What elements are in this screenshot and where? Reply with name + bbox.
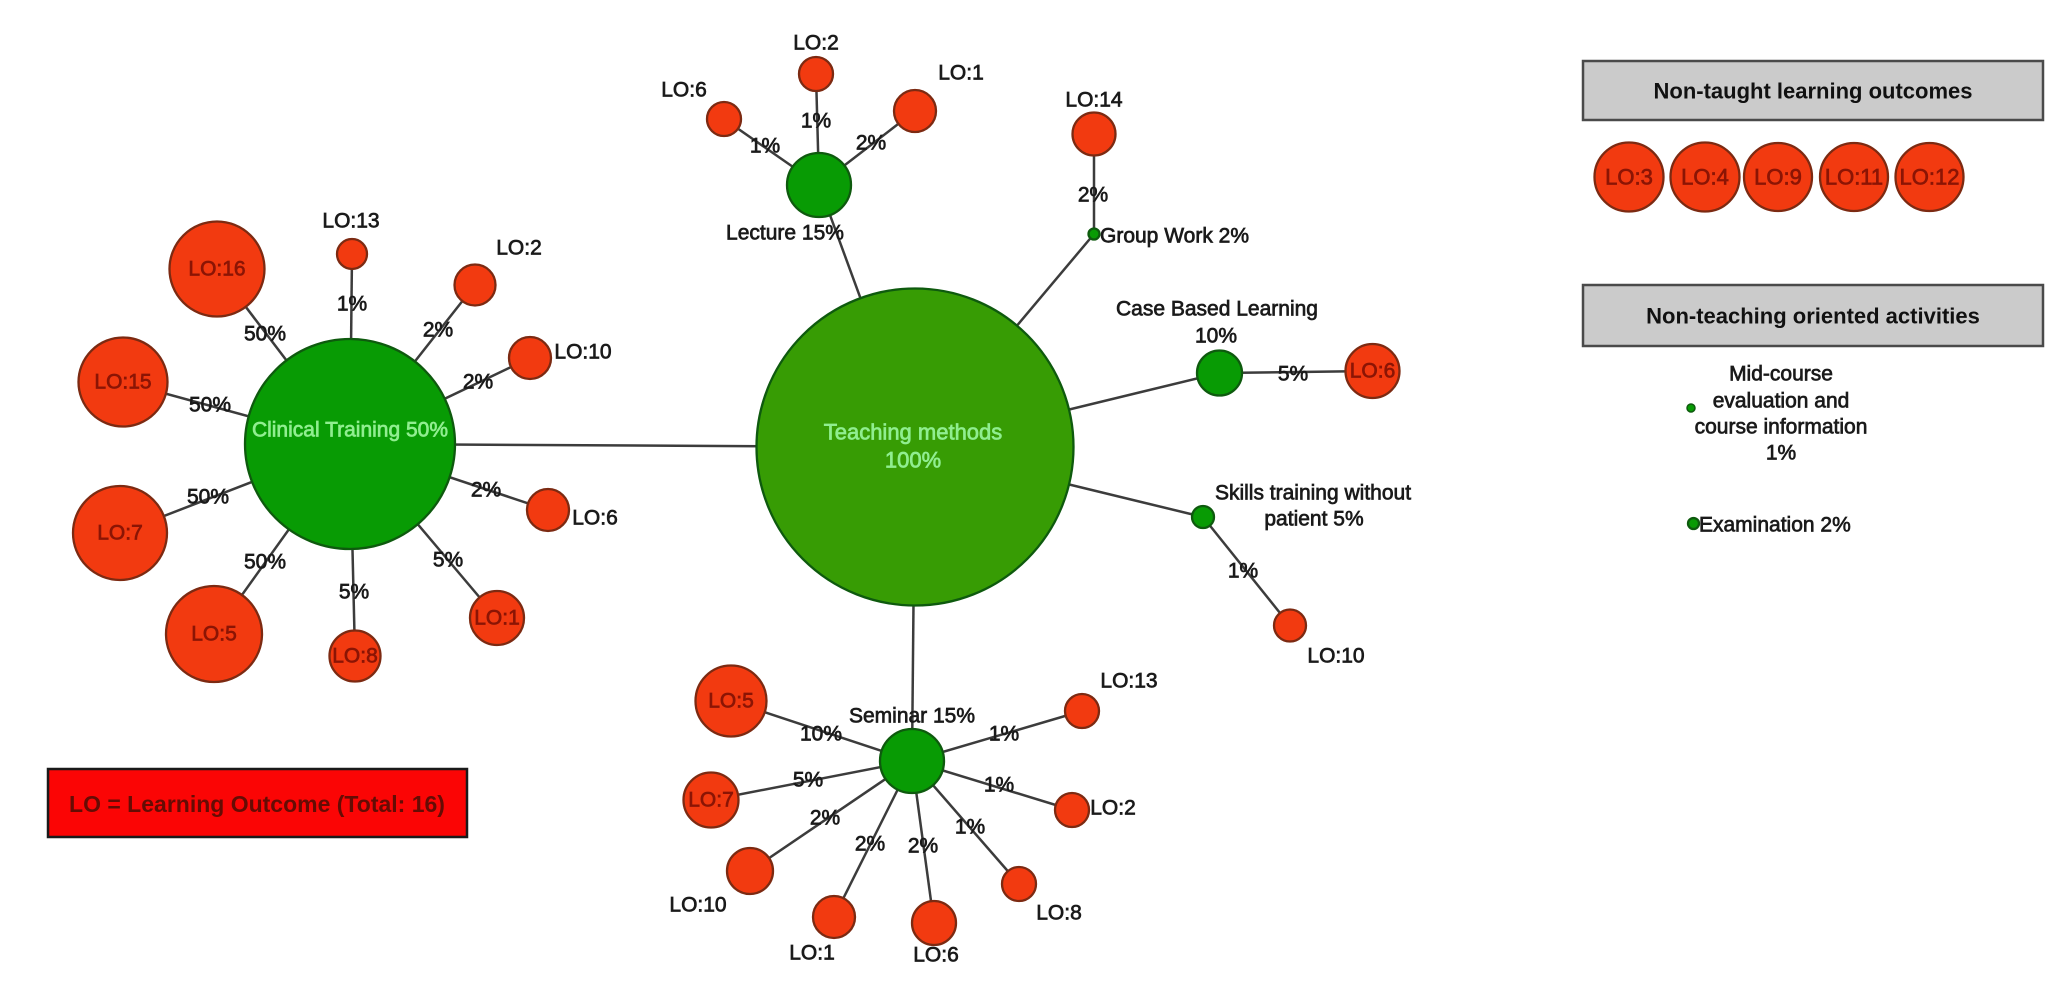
svg-text:LO:10: LO:10	[669, 894, 726, 917]
svg-text:LO:14: LO:14	[1065, 89, 1123, 112]
svg-text:Lecture 15%: Lecture 15%	[726, 222, 844, 245]
svg-text:LO:5: LO:5	[708, 690, 754, 713]
svg-text:course information: course information	[1695, 416, 1868, 439]
svg-text:5%: 5%	[433, 549, 463, 572]
svg-text:100%: 100%	[885, 448, 941, 473]
svg-text:1%: 1%	[750, 135, 780, 158]
svg-text:LO:2: LO:2	[1090, 797, 1136, 820]
svg-text:LO:4: LO:4	[1681, 165, 1729, 190]
svg-text:1%: 1%	[801, 110, 831, 133]
svg-text:LO:1: LO:1	[938, 62, 984, 85]
svg-text:2%: 2%	[856, 132, 886, 155]
svg-text:5%: 5%	[339, 581, 369, 604]
svg-text:2%: 2%	[1078, 184, 1108, 207]
svg-text:50%: 50%	[244, 323, 286, 346]
svg-text:LO:5: LO:5	[191, 623, 237, 646]
svg-text:Non-taught learning outcomes: Non-taught learning outcomes	[1654, 79, 1973, 104]
svg-text:LO:11: LO:11	[1825, 165, 1883, 190]
svg-text:LO:6: LO:6	[913, 944, 959, 967]
svg-text:2%: 2%	[471, 479, 501, 502]
svg-text:LO:15: LO:15	[94, 371, 151, 394]
svg-text:5%: 5%	[1278, 363, 1308, 386]
svg-text:5%: 5%	[793, 769, 823, 792]
svg-text:LO:7: LO:7	[688, 789, 734, 812]
svg-text:LO:7: LO:7	[97, 522, 143, 545]
svg-text:1%: 1%	[989, 723, 1019, 746]
svg-text:LO = Learning Outcome (Total:: LO = Learning Outcome (Total: 16)	[69, 791, 445, 817]
svg-text:LO:1: LO:1	[789, 942, 835, 965]
svg-text:50%: 50%	[187, 486, 229, 509]
svg-text:LO:10: LO:10	[554, 341, 611, 364]
svg-text:LO:1: LO:1	[474, 607, 520, 630]
svg-text:LO:12: LO:12	[1900, 165, 1960, 190]
svg-text:LO:6: LO:6	[572, 507, 618, 530]
svg-text:2%: 2%	[423, 319, 453, 342]
svg-text:Clinical Training 50%: Clinical Training 50%	[252, 419, 448, 442]
svg-text:50%: 50%	[244, 551, 286, 574]
svg-text:evaluation and: evaluation and	[1713, 390, 1850, 413]
svg-text:Examination 2%: Examination 2%	[1699, 514, 1851, 537]
svg-text:1%: 1%	[984, 774, 1014, 797]
svg-text:2%: 2%	[463, 371, 493, 394]
svg-text:LO:2: LO:2	[496, 237, 542, 260]
svg-text:50%: 50%	[189, 394, 231, 417]
svg-text:2%: 2%	[855, 833, 885, 856]
svg-text:Non-teaching oriented activiti: Non-teaching oriented activities	[1646, 304, 1980, 329]
svg-text:LO:9: LO:9	[1754, 165, 1802, 190]
svg-text:Mid-course: Mid-course	[1729, 363, 1833, 386]
svg-text:LO:10: LO:10	[1307, 645, 1364, 668]
svg-text:LO:13: LO:13	[1100, 670, 1157, 693]
svg-text:LO:8: LO:8	[332, 645, 378, 668]
svg-text:Case Based Learning: Case Based Learning	[1116, 298, 1318, 321]
svg-text:10%: 10%	[1195, 325, 1237, 348]
svg-text:Skills training without: Skills training without	[1215, 482, 1411, 505]
svg-text:1%: 1%	[1228, 560, 1258, 583]
svg-text:10%: 10%	[800, 723, 842, 746]
svg-text:LO:6: LO:6	[1350, 360, 1396, 383]
svg-text:LO:8: LO:8	[1036, 902, 1082, 925]
svg-text:Seminar 15%: Seminar 15%	[849, 705, 975, 728]
svg-text:LO:13: LO:13	[322, 210, 379, 233]
svg-text:LO:3: LO:3	[1605, 165, 1653, 190]
svg-text:1%: 1%	[1766, 442, 1796, 465]
svg-text:LO:6: LO:6	[661, 79, 707, 102]
svg-text:Teaching methods: Teaching methods	[824, 420, 1003, 445]
svg-text:LO:2: LO:2	[793, 32, 839, 55]
svg-text:1%: 1%	[955, 816, 985, 839]
svg-text:2%: 2%	[908, 835, 938, 858]
svg-text:1%: 1%	[337, 293, 367, 316]
svg-text:LO:16: LO:16	[188, 258, 245, 281]
svg-text:2%: 2%	[810, 807, 840, 830]
svg-text:patient 5%: patient 5%	[1264, 508, 1363, 531]
svg-text:Group Work 2%: Group Work 2%	[1100, 225, 1249, 248]
